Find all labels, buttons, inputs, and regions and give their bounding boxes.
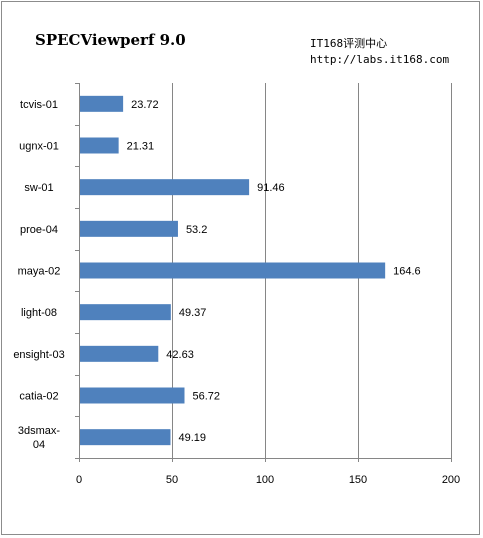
y-category-label: tcvis-01	[20, 99, 58, 111]
bar	[80, 220, 178, 237]
bar	[80, 179, 250, 196]
data-label: 49.37	[179, 307, 207, 319]
bar	[80, 262, 386, 279]
x-tick-label: 200	[442, 474, 460, 486]
bar	[80, 345, 159, 362]
x-tick-label: 150	[349, 474, 367, 486]
watermark-url: http://labs.it168.com	[310, 53, 450, 66]
data-label: 42.63	[166, 349, 194, 361]
y-category-label: proe-04	[20, 224, 58, 236]
x-tick-label: 100	[256, 474, 274, 486]
bar	[80, 304, 171, 321]
y-category-label: 3dsmax-	[18, 425, 61, 437]
y-category-label: catia-02	[19, 391, 58, 403]
bar	[80, 95, 124, 112]
y-category-label: light-08	[21, 307, 57, 319]
labels: 0 50 100 150 200 23.72 tcvis-01 21.31 ugnx-01 91.…	[13, 99, 460, 486]
bars	[80, 95, 386, 446]
axes	[75, 83, 452, 462]
chart-title: SPECViewperf 9.0	[35, 31, 186, 49]
data-label: 164.6	[393, 266, 421, 278]
y-category-label: 04	[33, 439, 45, 451]
x-tick-label: 50	[166, 474, 178, 486]
data-label: 91.46	[257, 182, 285, 194]
y-category-label: ugnx-01	[19, 141, 59, 153]
data-label: 56.72	[192, 391, 220, 403]
bar	[80, 429, 171, 446]
data-label: 49.19	[178, 432, 206, 444]
y-category-label: sw-01	[24, 182, 53, 194]
x-tick-label: 0	[76, 474, 82, 486]
bar	[80, 137, 119, 154]
data-label: 21.31	[127, 141, 155, 153]
data-label: 53.2	[186, 224, 207, 236]
y-category-label: maya-02	[18, 266, 61, 278]
data-label: 23.72	[131, 99, 159, 111]
bar	[80, 387, 185, 404]
watermark-title: IT168评测中心	[310, 37, 388, 50]
y-category-label: ensight-03	[13, 349, 64, 361]
